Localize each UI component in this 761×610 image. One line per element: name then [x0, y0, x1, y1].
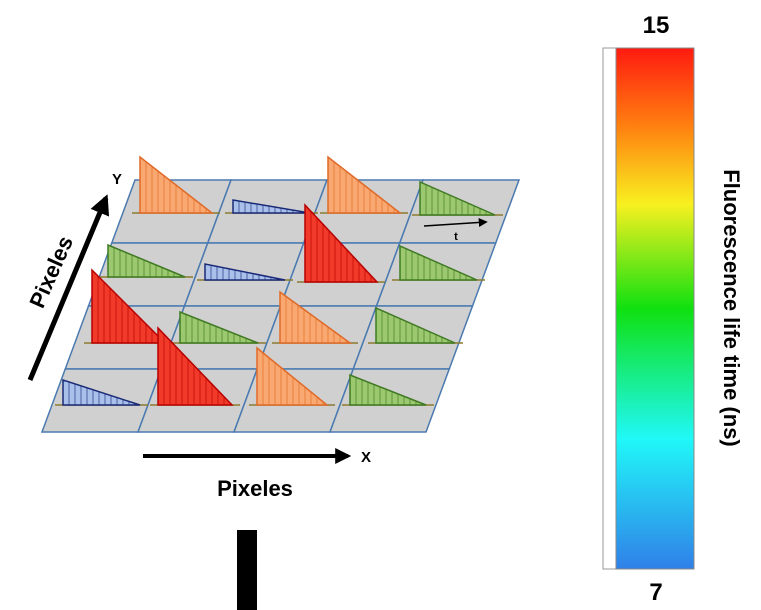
y-letter: Y	[112, 171, 122, 188]
colorbar-title: Fluorescence life time (ns)	[719, 169, 744, 447]
colorbar	[616, 48, 694, 569]
x-letter: X	[361, 449, 371, 466]
colorbar-min: 7	[649, 579, 662, 606]
y-axis-label: Pixeles	[24, 232, 78, 311]
time-label: t	[454, 231, 458, 243]
figure: Y Pixeles X Pixeles t 15 7 Fluorescence …	[0, 0, 761, 610]
x-axis-label: Pixeles	[217, 476, 293, 501]
down-bar	[237, 530, 257, 610]
colorbar-max: 15	[643, 12, 670, 39]
